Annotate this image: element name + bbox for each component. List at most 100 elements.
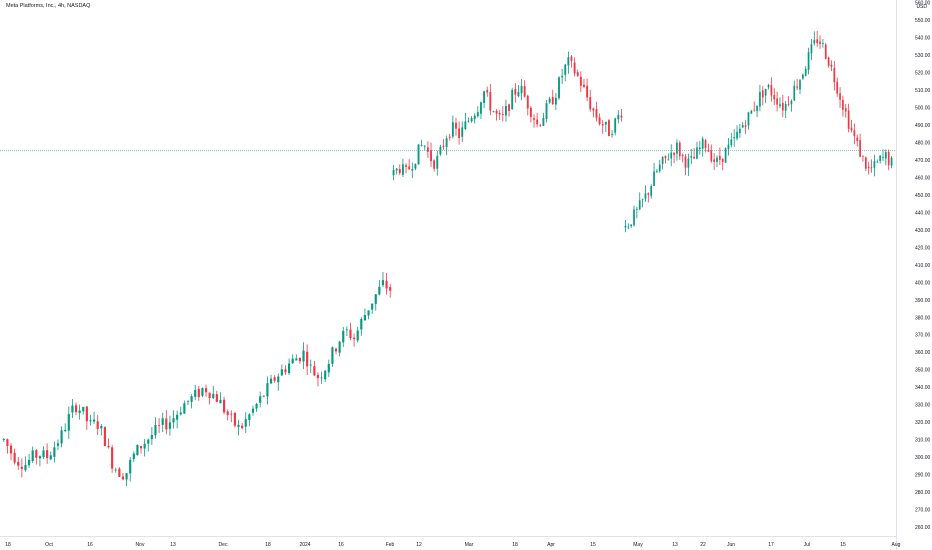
candle-body: [489, 91, 492, 111]
candle-body: [248, 414, 251, 420]
candle-body: [476, 112, 479, 117]
y-tick-label: 320.00: [915, 420, 931, 426]
candle-body: [658, 164, 661, 172]
candle: [716, 155, 718, 168]
candle: [511, 87, 514, 110]
candle: [801, 73, 804, 80]
candle-body: [313, 366, 316, 376]
x-tick-label: Feb: [386, 542, 395, 548]
candle-body: [827, 57, 830, 66]
candle: [288, 358, 291, 375]
candle: [879, 154, 881, 164]
x-axis: 18 Oct 16 Nov 13 Dec 18 2024 16 Feb 12 Mar 18 Apr 15 Ma…: [5, 542, 900, 548]
candle: [13, 448, 16, 465]
candle: [150, 427, 153, 445]
y-tick-label: 370.00: [915, 333, 931, 339]
x-tick-label: 2024: [299, 542, 310, 548]
candle: [486, 86, 489, 97]
candle: [255, 402, 258, 412]
candle-body: [67, 413, 70, 431]
candle-body: [551, 96, 554, 105]
candle-body: [656, 171, 658, 172]
candle-body: [423, 145, 426, 147]
candle-body: [793, 85, 796, 101]
candle: [259, 391, 262, 408]
candle: [165, 409, 168, 435]
y-tick-label: 410.00: [915, 263, 931, 269]
x-tick-label: 13: [672, 542, 678, 548]
candle-body: [473, 115, 476, 120]
candle: [395, 167, 398, 175]
candle: [476, 106, 479, 118]
candle: [381, 272, 385, 288]
candle-body: [345, 329, 348, 331]
candle-body: [89, 420, 92, 422]
candle: [417, 144, 420, 165]
candle-body: [830, 64, 833, 67]
candle: [508, 103, 510, 117]
candle: [334, 347, 338, 355]
candle-body: [398, 169, 401, 174]
candle: [262, 395, 265, 398]
candle-body: [724, 148, 727, 163]
y-tick-label: 430.00: [915, 228, 931, 234]
candle: [215, 390, 218, 403]
candle: [405, 163, 407, 174]
candle: [269, 374, 273, 385]
candle-body: [378, 286, 381, 295]
candle: [890, 156, 893, 169]
candle: [833, 61, 836, 91]
candle-body: [46, 450, 49, 459]
candle: [693, 148, 695, 159]
candle: [736, 125, 738, 141]
candle-body: [17, 461, 20, 466]
candle-body: [744, 125, 747, 127]
candle: [498, 109, 501, 121]
candle: [2, 437, 5, 443]
candle-body: [721, 158, 724, 162]
candle: [614, 117, 617, 136]
candle-body: [759, 91, 761, 107]
candle-body: [327, 363, 330, 373]
candle-body: [636, 209, 638, 210]
candle: [132, 451, 135, 463]
candle: [82, 406, 85, 415]
candle: [233, 412, 236, 428]
candle: [807, 47, 810, 75]
candle: [237, 419, 240, 436]
candle-body: [801, 74, 804, 79]
candle-body: [756, 105, 758, 112]
candle-body: [172, 418, 175, 423]
candle-body: [523, 86, 526, 97]
candle: [859, 133, 861, 157]
candle: [251, 405, 255, 416]
candle-body: [864, 157, 867, 169]
candle-body: [262, 395, 265, 397]
candle-body: [161, 418, 164, 425]
x-tick-label: Mar: [465, 542, 474, 548]
y-tick-label: 350.00: [915, 368, 931, 374]
candle: [781, 94, 784, 118]
candle: [342, 326, 345, 347]
candle: [161, 412, 164, 433]
candle: [392, 164, 395, 181]
candle-body: [681, 154, 684, 156]
candle: [31, 446, 34, 464]
candle: [363, 308, 366, 321]
y-tick-label: 550.00: [915, 18, 931, 24]
candle: [85, 405, 88, 430]
candle-body: [667, 159, 670, 161]
candle-body: [586, 85, 589, 98]
candle: [9, 443, 13, 461]
candle-body: [644, 193, 647, 199]
candle-body: [882, 156, 884, 158]
candle-body: [696, 147, 698, 159]
candle-body: [451, 122, 454, 137]
candle: [56, 439, 60, 451]
candle-body: [664, 155, 667, 159]
y-tick-label: 480.00: [915, 140, 931, 146]
candle: [586, 78, 589, 102]
candle-body: [24, 464, 27, 471]
candle-body: [284, 369, 287, 373]
